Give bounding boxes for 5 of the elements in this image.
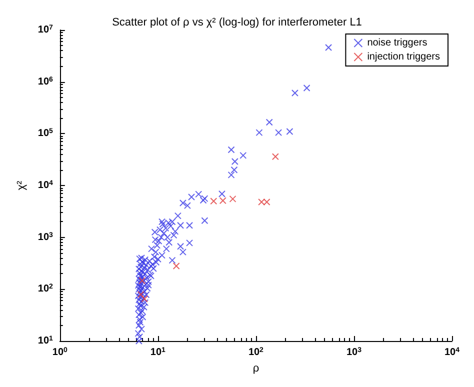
legend-label: noise triggers <box>367 38 428 48</box>
y-axis-title: χ² <box>16 180 28 190</box>
x-axis-title: ρ <box>252 362 260 374</box>
chart-title: Scatter plot of ρ vs χ² (log-log) for interferometer L1 <box>112 16 362 28</box>
legend-label: injection triggers <box>367 52 440 62</box>
